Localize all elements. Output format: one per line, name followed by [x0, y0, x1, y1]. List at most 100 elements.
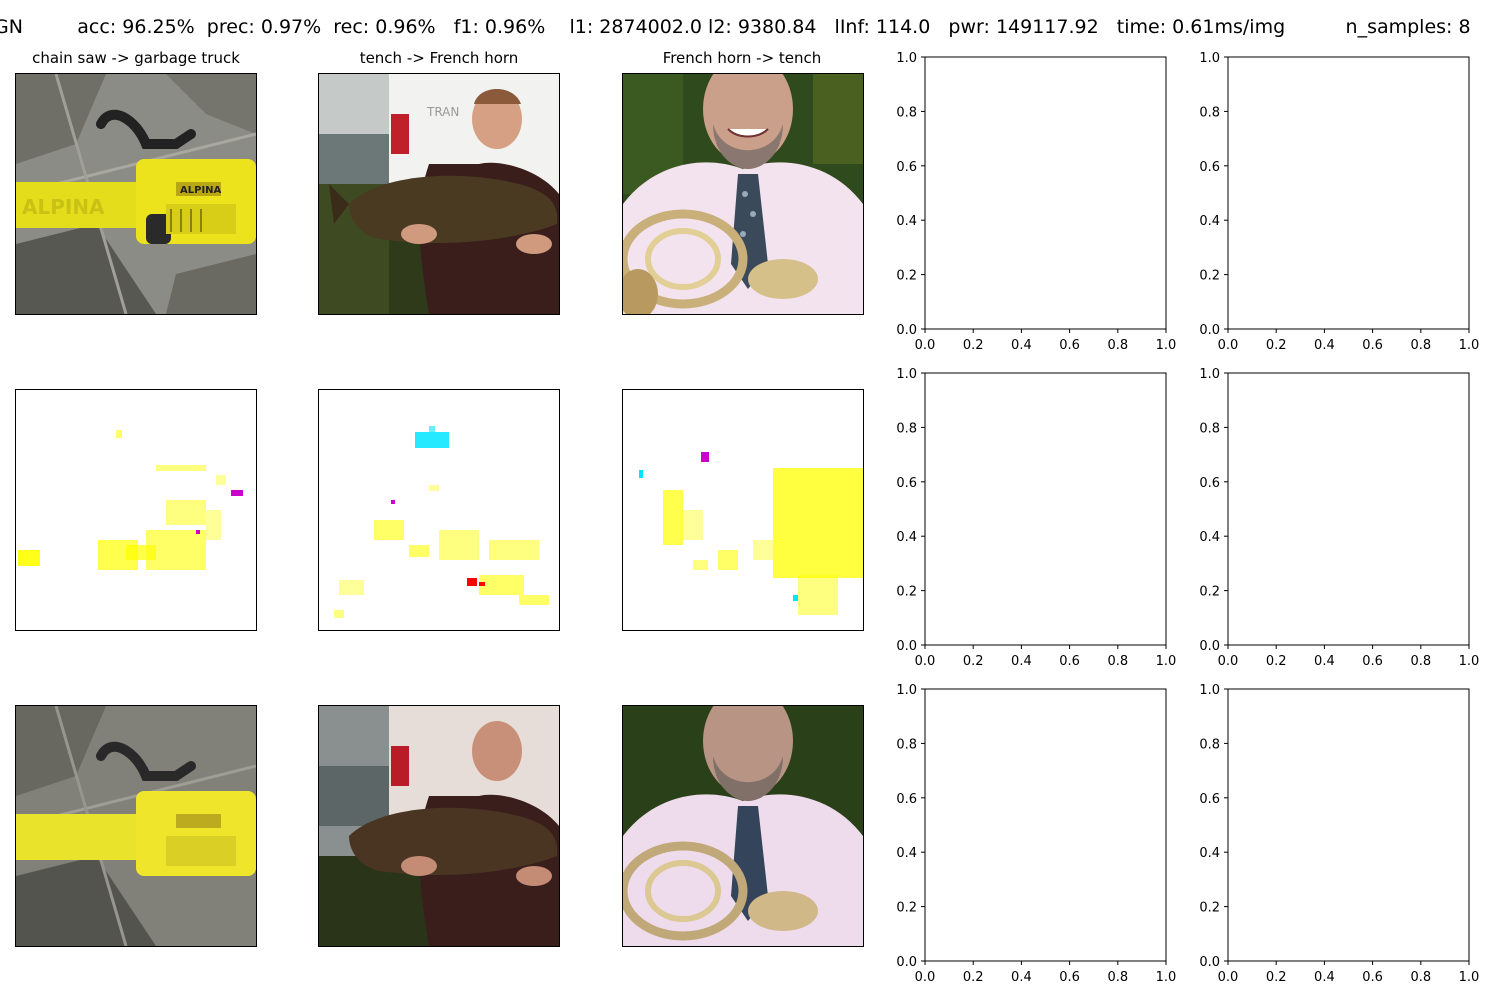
- chainsaw-photo: ALPINA ALPINA: [16, 74, 256, 314]
- figure-title: GN acc: 96.25% prec: 0.97% rec: 0.96% f1…: [0, 16, 1471, 38]
- x-tick-label: 0.4: [1314, 654, 1335, 669]
- y-tick-label: 0.0: [896, 639, 917, 654]
- y-tick-label: 0.0: [896, 323, 917, 338]
- column-title-2: tench -> French horn: [359, 49, 519, 67]
- y-tick-label: 0.8: [896, 421, 917, 436]
- y-tick-label: 0.6: [896, 792, 917, 807]
- x-tick-label: 0.8: [1410, 970, 1431, 985]
- column-title-1: chain saw -> garbage truck: [32, 49, 240, 67]
- x-tick-label: 0.0: [1218, 654, 1239, 669]
- horn-adversarial: [623, 706, 863, 946]
- x-tick-label: 0.6: [1059, 654, 1080, 669]
- tench-perturbation: [319, 390, 559, 630]
- x-tick-label: 0.4: [1314, 970, 1335, 985]
- axes-row3-col5: 0.0 0.2 0.4 0.6 0.8 1.0 0.0 0.2 0.4 0.6 0.8 1.0: [1199, 683, 1479, 985]
- x-tick-label: 0.0: [915, 654, 936, 669]
- y-tick-label: 0.2: [1199, 901, 1220, 916]
- x-tick-label: 0.8: [1107, 654, 1128, 669]
- x-tick-label: 0.4: [1011, 654, 1032, 669]
- y-tick-label: 0.2: [896, 585, 917, 600]
- adversarial-image-tench: [318, 705, 560, 947]
- original-image-chainsaw: ALPINA ALPINA: [15, 73, 257, 315]
- y-tick-label: 0.6: [896, 160, 917, 175]
- x-tick-label: 0.8: [1410, 654, 1431, 669]
- axes-frame: [924, 372, 1167, 646]
- y-tick-label: 0.4: [896, 530, 917, 545]
- axes-row2-col5: 0.0 0.2 0.4 0.6 0.8 1.0 0.0 0.2 0.4 0.6 0.8 1.0: [1199, 367, 1479, 669]
- horn-photo: [623, 74, 863, 314]
- tench-adversarial: [319, 706, 559, 946]
- axes-row1-col5: 0.0 0.2 0.4 0.6 0.8 1.0 0.0 0.2 0.4 0.6 0.8 1.0: [1199, 51, 1479, 353]
- y-tick-label: 1.0: [896, 683, 917, 698]
- adversarial-image-chainsaw: [15, 705, 257, 947]
- y-tick-label: 0.4: [896, 846, 917, 861]
- y-tick-label: 0.8: [1199, 421, 1220, 436]
- y-tick-label: 0.4: [1199, 846, 1220, 861]
- original-image-tench: TRAN: [318, 73, 560, 315]
- x-tick-label: 1.0: [1156, 338, 1177, 353]
- y-tick-label: 0.2: [896, 269, 917, 284]
- x-tick-label: 0.2: [1266, 970, 1287, 985]
- axes-row3-col4: 0.0 0.2 0.4 0.6 0.8 1.0 0.0 0.2 0.4 0.6 0.8 1.0: [896, 683, 1176, 985]
- y-tick-label: 0.0: [1199, 955, 1220, 970]
- x-tick-label: 0.2: [1266, 338, 1287, 353]
- x-tick-label: 0.2: [1266, 654, 1287, 669]
- y-tick-label: 0.0: [1199, 639, 1220, 654]
- x-tick-label: 0.6: [1362, 970, 1383, 985]
- x-tick-label: 0.4: [1314, 338, 1335, 353]
- y-tick-label: 1.0: [1199, 51, 1220, 66]
- x-tick-label: 0.0: [1218, 338, 1239, 353]
- x-tick-label: 1.0: [1459, 338, 1480, 353]
- x-tick-label: 0.0: [915, 338, 936, 353]
- axes-frame: [1227, 372, 1470, 646]
- x-tick-label: 0.6: [1362, 654, 1383, 669]
- x-tick-label: 0.6: [1362, 338, 1383, 353]
- x-tick-label: 0.2: [963, 970, 984, 985]
- x-tick-label: 0.4: [1011, 970, 1032, 985]
- x-tick-label: 0.8: [1107, 970, 1128, 985]
- original-image-horn: [622, 73, 864, 315]
- x-tick-label: 0.8: [1107, 338, 1128, 353]
- axes-frame: [924, 688, 1167, 962]
- axes-frame: [1227, 688, 1470, 962]
- y-tick-label: 0.0: [1199, 323, 1220, 338]
- axes-frame: [924, 56, 1167, 330]
- x-tick-label: 0.6: [1059, 338, 1080, 353]
- chainsaw-adversarial: [16, 706, 256, 946]
- adversarial-image-horn: [622, 705, 864, 947]
- y-tick-label: 1.0: [896, 51, 917, 66]
- x-tick-label: 1.0: [1156, 654, 1177, 669]
- perturbation-map-tench: [318, 389, 560, 631]
- y-tick-label: 0.0: [896, 955, 917, 970]
- x-tick-label: 0.6: [1059, 970, 1080, 985]
- perturbation-map-horn: [622, 389, 864, 631]
- x-tick-label: 0.2: [963, 654, 984, 669]
- y-tick-label: 0.8: [896, 105, 917, 120]
- y-tick-label: 0.2: [896, 901, 917, 916]
- y-tick-label: 0.8: [896, 737, 917, 752]
- perturbation-map-chainsaw: [15, 389, 257, 631]
- chainsaw-perturbation: [16, 390, 256, 630]
- x-tick-label: 0.4: [1011, 338, 1032, 353]
- y-tick-label: 0.8: [1199, 737, 1220, 752]
- y-tick-label: 0.6: [1199, 160, 1220, 175]
- column-title-3: French horn -> tench: [662, 49, 822, 67]
- axes-frame: [1227, 56, 1470, 330]
- axes-row2-col4: 0.0 0.2 0.4 0.6 0.8 1.0 0.0 0.2 0.4 0.6 0.8 1.0: [896, 367, 1176, 669]
- van-text: TRAN: [426, 105, 459, 119]
- bar-text: ALPINA: [22, 195, 105, 219]
- brand-label: ALPINA: [180, 185, 222, 196]
- y-tick-label: 0.8: [1199, 105, 1220, 120]
- y-tick-label: 0.4: [896, 214, 917, 229]
- tench-photo: TRAN: [319, 74, 559, 314]
- horn-perturbation: [623, 390, 863, 630]
- x-tick-label: 0.0: [915, 970, 936, 985]
- axes-row1-col4: 0.0 0.2 0.4 0.6 0.8 1.0 0.0 0.2 0.4 0.6 0.8 1.0: [896, 51, 1176, 353]
- y-tick-label: 0.6: [1199, 792, 1220, 807]
- x-tick-label: 1.0: [1459, 654, 1480, 669]
- y-tick-label: 0.2: [1199, 269, 1220, 284]
- y-tick-label: 1.0: [896, 367, 917, 382]
- x-tick-label: 0.2: [963, 338, 984, 353]
- x-tick-label: 0.8: [1410, 338, 1431, 353]
